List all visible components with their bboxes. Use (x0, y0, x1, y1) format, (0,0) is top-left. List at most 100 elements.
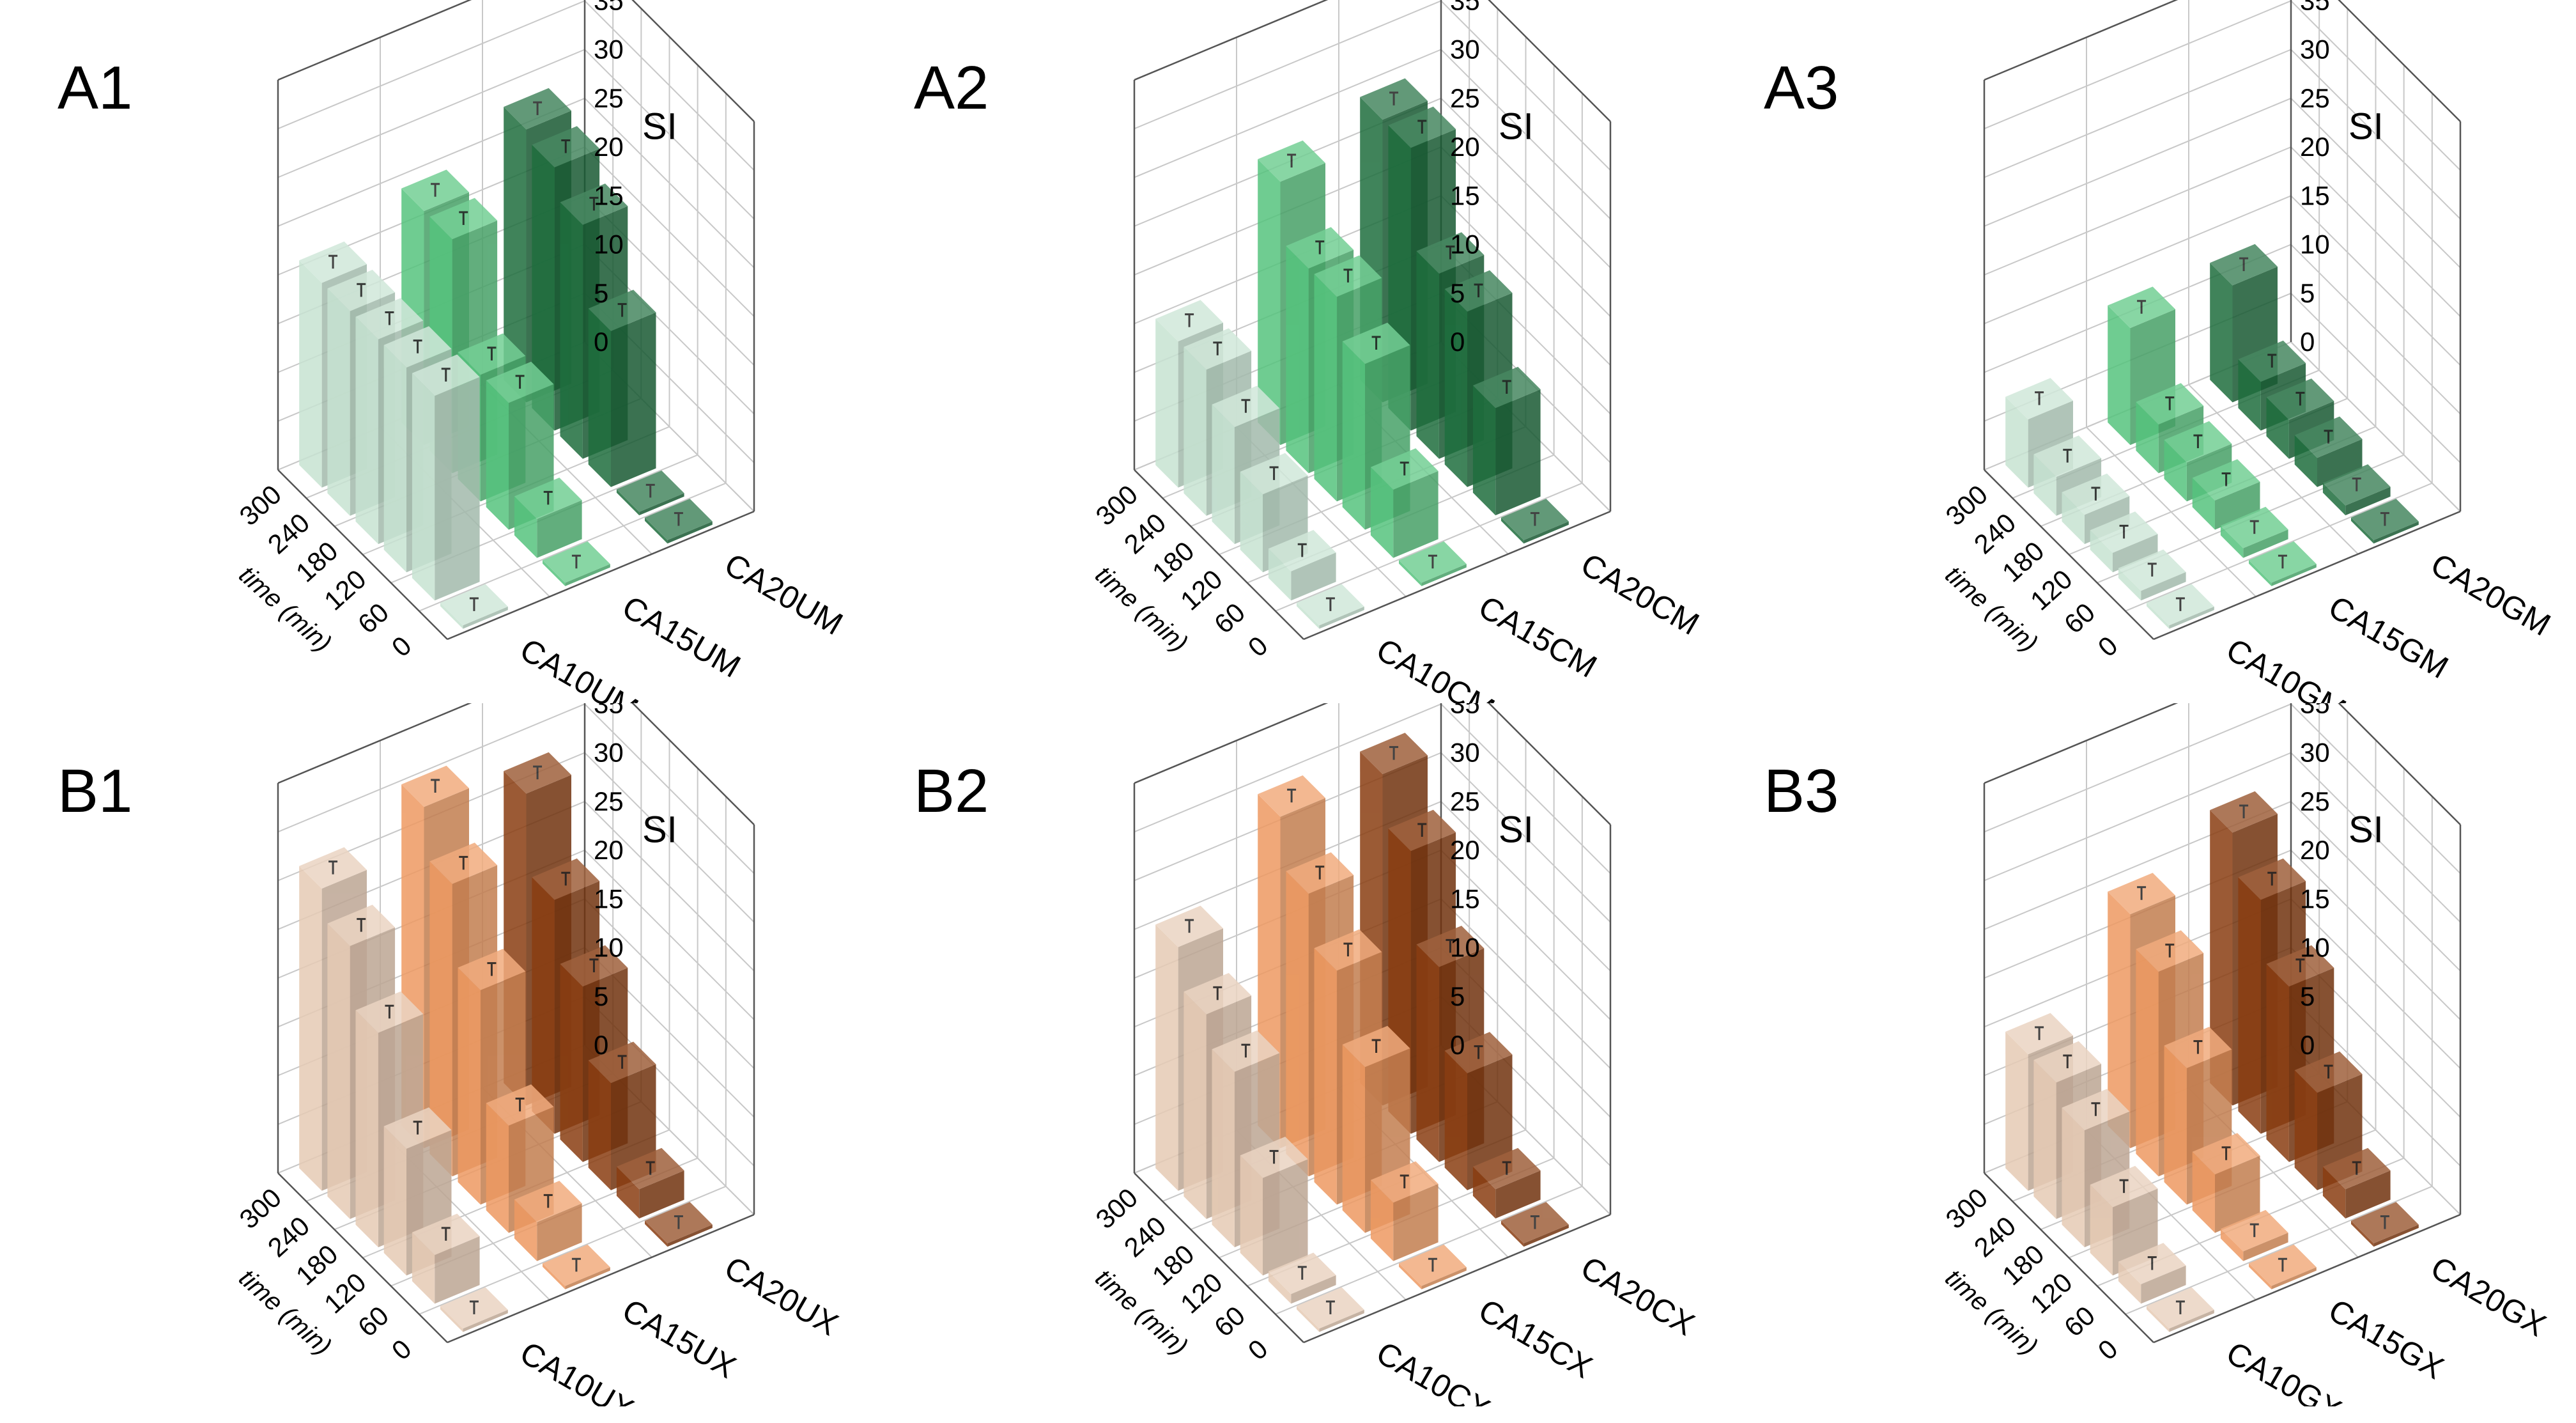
bar (2147, 584, 2214, 629)
z-tick-label: 10 (2300, 229, 2330, 260)
bar-front (1444, 289, 1467, 487)
bar-side (2141, 572, 2186, 601)
bar (2294, 416, 2363, 487)
z-tick-label: 20 (2300, 132, 2330, 162)
bar-side (1421, 1267, 1467, 1289)
bar-front (1286, 871, 1309, 1177)
bar-front (327, 923, 350, 1219)
bar (2090, 511, 2158, 573)
bar (2351, 499, 2419, 544)
bar-side (1291, 1275, 1336, 1304)
bar-front (440, 602, 463, 629)
bar-front (1416, 944, 1439, 1162)
bar-side (1393, 1183, 1438, 1261)
bar-side (537, 1203, 582, 1261)
series-label: CA10CM (1371, 632, 1501, 703)
bar-side (1319, 1309, 1364, 1332)
bar-front (1370, 1179, 1394, 1261)
z-tick-label: 25 (1450, 786, 1480, 816)
axis-frame (2338, 0, 2461, 122)
bar-front (1184, 346, 1207, 516)
bars (299, 88, 713, 629)
bar-front (299, 866, 322, 1191)
bar-front (2147, 1305, 2170, 1332)
z-axis-title: SI (2348, 809, 2384, 851)
z-tick-label: 0 (1450, 327, 1465, 357)
bar-side (537, 500, 582, 558)
bar (2322, 1147, 2391, 1219)
bar-front (514, 496, 537, 558)
series-label: CA15UM (617, 589, 747, 685)
z-tick-label: 15 (1450, 883, 1480, 914)
bar-side (2271, 1267, 2317, 1289)
panel-label: B2 (914, 757, 989, 825)
series-label: CA15CX (1473, 1292, 1598, 1385)
bar-side (2317, 439, 2363, 487)
bar-front (355, 316, 378, 545)
bar-front (327, 288, 350, 516)
bar-front (1297, 1305, 1320, 1332)
bar-front (2108, 305, 2131, 446)
bar-front (2164, 440, 2187, 502)
z-tick-label: 0 (2300, 327, 2315, 357)
gridline-floor (2125, 482, 2433, 612)
bar-front (1155, 318, 1178, 488)
z-tick-label: 30 (2300, 738, 2330, 768)
series-label: CA20UM (719, 546, 849, 642)
bar (1399, 1244, 1467, 1289)
z-tick-label: 35 (2300, 0, 2330, 15)
bar-front (383, 345, 406, 573)
bar-front (2294, 1070, 2317, 1190)
chart-a2: 0510152025303540SI060120180240300time (m… (1090, 0, 1705, 703)
bar-front (588, 308, 611, 487)
panel-a3: 0510152025303540SI060120180240300time (m… (1732, 0, 2576, 703)
z-tick-label: 10 (594, 229, 624, 260)
bar (2118, 1243, 2186, 1304)
bar-front (2090, 530, 2113, 573)
series-label: CA10UM (514, 632, 645, 703)
bar-front (560, 963, 583, 1162)
z-tick-label: 0 (594, 1030, 608, 1060)
bar-front (2266, 397, 2289, 459)
bar-side (1421, 564, 1467, 586)
z-tick-label: 35 (1450, 0, 1480, 15)
bar-front (1314, 274, 1337, 502)
gridline-floor (2125, 1185, 2433, 1315)
time-tick-label: 60 (2058, 597, 2101, 639)
z-tick-label: 30 (1450, 35, 1480, 65)
time-tick-label: 0 (1242, 630, 1274, 663)
z-tick-label: 20 (1450, 835, 1480, 865)
bar-front (2249, 1263, 2272, 1289)
z-tick-label: 20 (2300, 835, 2330, 865)
bar-front (1184, 991, 1207, 1219)
bar (440, 1287, 508, 1332)
z-tick-label: 25 (594, 786, 624, 816)
bar-front (2351, 1220, 2374, 1247)
z-tick-label: 0 (594, 327, 608, 357)
gridline-z (1984, 0, 2461, 171)
bar-front (2033, 454, 2056, 516)
z-tick-label: 5 (1450, 278, 1465, 308)
series-label: CA20GM (2425, 546, 2557, 642)
series-label: CA20UX (719, 1249, 844, 1342)
bar-front (2033, 1060, 2056, 1219)
bar (2249, 1244, 2317, 1289)
series-label: CA10GX (2221, 1335, 2348, 1406)
z-tick-label: 30 (594, 738, 624, 768)
bar (588, 290, 656, 487)
bar-front (1268, 1271, 1292, 1304)
bar (2192, 1133, 2260, 1233)
panel-b3: 0510152025303540SI060120180240300time (m… (1732, 703, 2576, 1406)
bar-front (412, 373, 435, 601)
z-tick-label: 0 (2300, 1030, 2315, 1060)
bar (2147, 1287, 2214, 1332)
panel-label: B1 (58, 757, 133, 825)
bar-side (565, 564, 610, 586)
z-tick-label: 15 (2300, 883, 2330, 914)
z-axis-title: SI (1499, 809, 1534, 851)
time-tick-label: 60 (352, 597, 394, 639)
z-axis-title: SI (2348, 106, 2384, 148)
bar (543, 1244, 610, 1289)
bar-front (2210, 263, 2233, 403)
z-tick-label: 35 (594, 0, 624, 15)
